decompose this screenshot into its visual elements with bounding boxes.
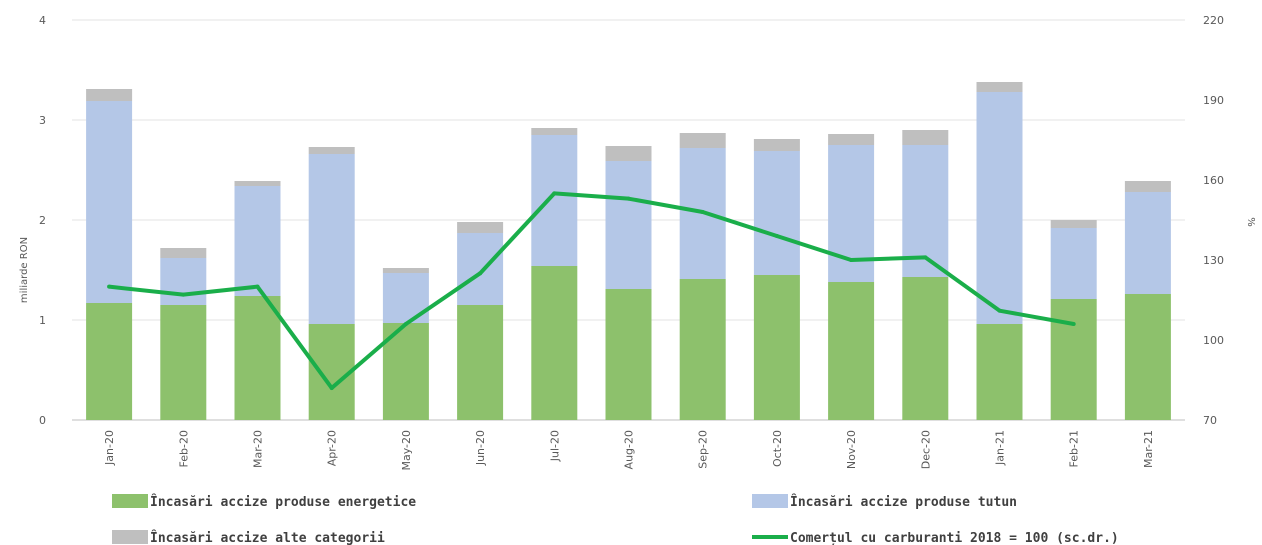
y-tick-label: 2 [39, 214, 46, 227]
bar-tutun [1124, 192, 1171, 294]
line-point [478, 271, 483, 276]
x-tick-label: Apr-20 [326, 430, 339, 466]
bar-alte [1124, 181, 1171, 192]
bar-energetice [308, 324, 355, 420]
bar-alte [1050, 220, 1097, 228]
line-point [923, 255, 928, 260]
x-tick-label: Mar-21 [1142, 430, 1155, 468]
legend-swatch-energetice [112, 494, 148, 508]
y2-tick-label: 220 [1203, 14, 1224, 27]
y2-tick-label: 190 [1203, 94, 1224, 107]
y2-tick-label: 100 [1203, 334, 1224, 347]
line-carburanti [108, 191, 1075, 390]
bar-energetice [1124, 294, 1171, 420]
bar-alte [86, 89, 133, 101]
x-axis: Jan-20 Feb-20 Mar-20 Apr-20 May-20 Jun-20 Jul-… [103, 430, 1155, 471]
y-axis-title: miliarde RON [19, 237, 30, 303]
bar-energetice [1050, 299, 1097, 420]
bar-tutun [86, 101, 133, 303]
legend-label-tutun: Încasări accize produse tutun [790, 494, 1017, 510]
line-point [181, 292, 186, 297]
bar-tutun [457, 233, 504, 305]
legend-swatch-tutun [752, 494, 788, 508]
line-point [626, 196, 631, 201]
line-point [774, 234, 779, 238]
bar-alte [828, 134, 875, 145]
bar-alte [679, 133, 726, 148]
y2-tick-label: 160 [1203, 174, 1224, 187]
x-tick-label: Mar-20 [252, 430, 265, 468]
bar-alte [382, 268, 429, 273]
bar-tutun [531, 135, 578, 266]
bar-alte [605, 146, 652, 161]
y-tick-label: 4 [39, 14, 46, 27]
y-tick-label: 3 [39, 114, 46, 127]
bar-energetice [753, 275, 800, 420]
bar-tutun [308, 154, 355, 324]
x-tick-label: Aug-20 [623, 430, 636, 469]
bar-tutun [753, 151, 800, 275]
x-tick-label: Sep-20 [697, 430, 710, 469]
legend: Încasări accize produse energetice Încas… [112, 494, 1119, 545]
line-point [997, 308, 1002, 313]
bar-energetice [531, 266, 578, 420]
bar-energetice [679, 279, 726, 420]
x-tick-label: Jun-20 [474, 430, 487, 466]
bar-tutun [160, 258, 207, 305]
bar-tutun [976, 92, 1023, 324]
line-point [849, 258, 854, 262]
bar-alte [457, 222, 504, 233]
y2-tick-label: 130 [1203, 254, 1224, 267]
x-tick-label: Jan-20 [103, 430, 116, 466]
bar-alte [308, 147, 355, 154]
y-axis-right: 70 100 130 160 190 220 [1203, 14, 1224, 427]
x-tick-label: Feb-21 [1068, 430, 1081, 467]
x-tick-label: Feb-20 [177, 430, 190, 467]
bar-energetice [160, 305, 207, 420]
bar-tutun [382, 273, 429, 323]
line-point [403, 322, 408, 326]
legend-label-alte: Încasări accize alte categorii [150, 530, 385, 545]
line-layer [107, 191, 1076, 390]
bar-energetice [976, 324, 1023, 420]
bar-alte [902, 130, 949, 145]
bar-alte [531, 128, 578, 135]
y-axis-left: 0 1 2 3 4 [39, 14, 46, 427]
legend-swatch-alte [112, 530, 148, 544]
bars [86, 82, 1171, 420]
bar-tutun [902, 145, 949, 277]
line-point [700, 210, 705, 214]
y2-axis-title: % [1245, 217, 1256, 227]
x-tick-label: Nov-20 [845, 430, 858, 469]
legend-label-energetice: Încasări accize produse energetice [150, 494, 416, 510]
bar-energetice [234, 296, 281, 420]
x-tick-label: May-20 [400, 430, 413, 471]
x-tick-label: Oct-20 [771, 430, 784, 467]
line-point [329, 386, 334, 390]
y2-tick-label: 70 [1203, 414, 1217, 427]
bar-alte [976, 82, 1023, 92]
x-tick-label: Jan-21 [994, 430, 1007, 466]
bar-alte [234, 181, 281, 186]
bar-alte [160, 248, 207, 258]
bar-tutun [605, 161, 652, 289]
bar-energetice [86, 303, 133, 420]
y-tick-label: 1 [39, 314, 46, 327]
bar-energetice [605, 289, 652, 420]
bar-energetice [457, 305, 504, 420]
line-point [255, 284, 260, 289]
bar-tutun [1050, 228, 1097, 299]
y-tick-label: 0 [39, 414, 46, 427]
line-point [552, 191, 557, 196]
bar-energetice [828, 282, 875, 420]
x-tick-label: Jul-20 [548, 430, 561, 462]
line-point [1071, 322, 1076, 326]
bar-energetice [902, 277, 949, 420]
bar-tutun [234, 186, 281, 296]
x-tick-label: Dec-20 [919, 430, 932, 469]
bar-alte [753, 139, 800, 151]
line-point [107, 284, 112, 289]
legend-label-carburanti: Comerțul cu carburanti 2018 = 100 (sc.dr… [790, 531, 1119, 545]
